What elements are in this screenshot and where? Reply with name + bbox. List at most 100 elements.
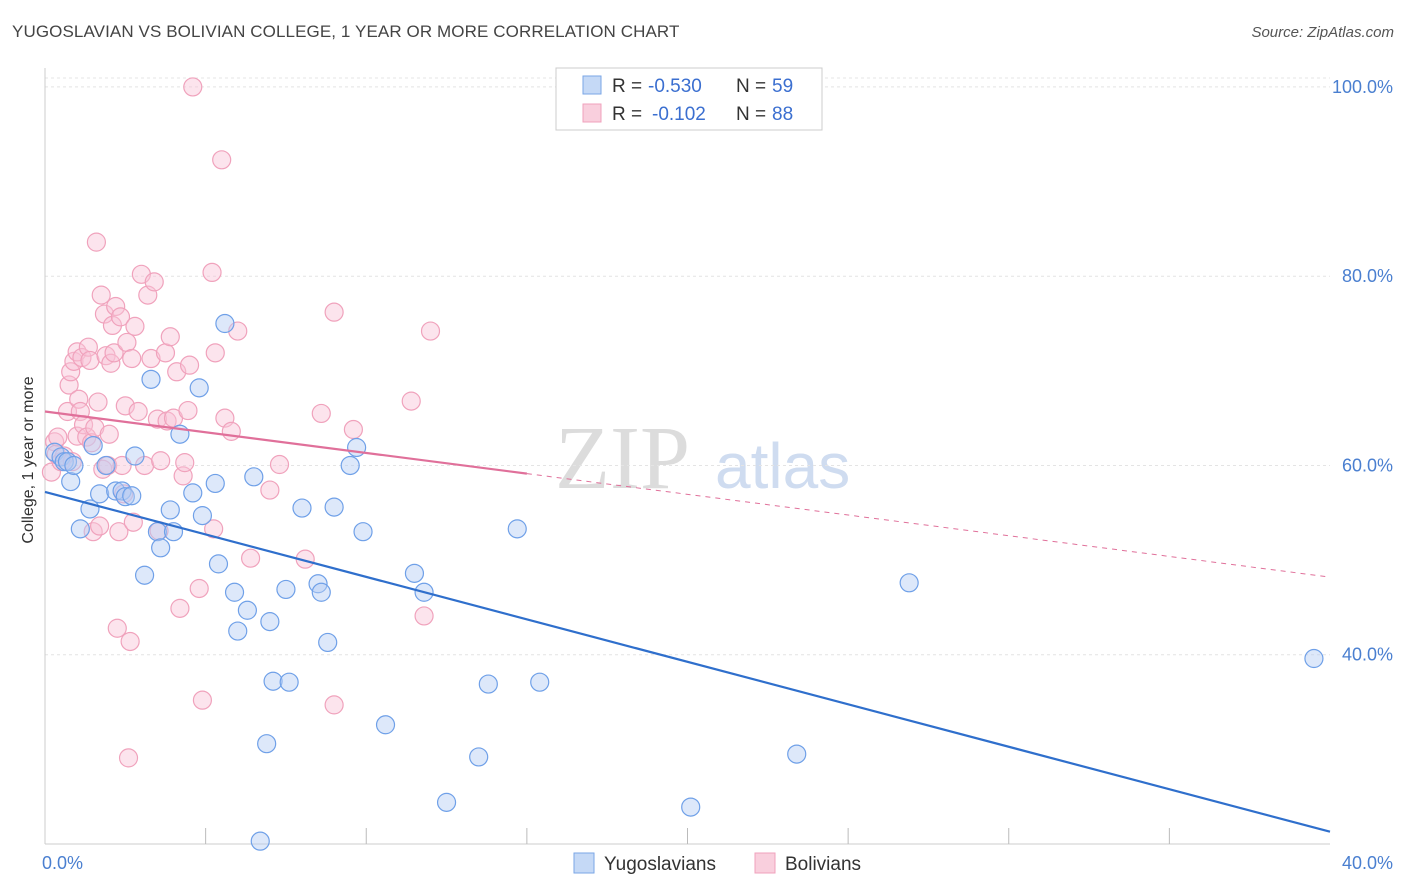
point-yugoslavians-55 <box>681 797 701 817</box>
point-bolivians-37 <box>109 522 129 542</box>
point-bolivians-39 <box>112 455 132 476</box>
point-bolivians-79 <box>269 454 290 475</box>
point-yugoslavians-39 <box>292 498 312 518</box>
point-yugoslavians-58 <box>1304 648 1324 669</box>
point-yugoslavians-15 <box>125 446 145 466</box>
point-bolivians-69 <box>192 690 213 710</box>
point-yugoslavians-54 <box>530 672 550 692</box>
point-bolivians-28 <box>94 304 115 324</box>
point-bolivians-81 <box>311 403 331 424</box>
point-bolivians-31 <box>99 424 119 444</box>
point-yugoslavians-50 <box>436 792 457 812</box>
point-yugoslavians-24 <box>189 378 209 398</box>
source-credit: Source: ZipAtlas.com <box>1251 24 1394 41</box>
stats-legend: R = -0.530 N = 59 R = -0.102 N = 88 <box>555 67 823 131</box>
point-bolivians-62 <box>170 598 190 618</box>
point-yugoslavians-44 <box>340 455 360 476</box>
point-bolivians-13 <box>69 389 89 409</box>
point-yugoslavians-57 <box>899 573 919 593</box>
legend-swatch-yugoslavians <box>582 75 602 95</box>
grid-lines <box>45 77 1330 656</box>
point-bolivians-45 <box>122 348 142 369</box>
point-yugoslavians-8 <box>83 435 103 456</box>
point-yugoslavians-25 <box>192 506 213 526</box>
data-points <box>41 77 1324 851</box>
point-yugoslavians-31 <box>237 600 257 620</box>
point-bolivians-44 <box>120 631 140 652</box>
point-yugoslavians-4 <box>61 471 81 492</box>
y-tick-label-100: 100.0% <box>1332 77 1393 97</box>
watermark-zip: ZIP <box>555 409 690 508</box>
point-bolivians-38 <box>110 307 131 327</box>
point-yugoslavians-16 <box>134 565 155 585</box>
point-yugoslavians-51 <box>469 747 489 767</box>
point-yugoslavians-32 <box>244 467 264 487</box>
legend-r-label-1: R = <box>612 76 642 97</box>
point-yugoslavians-6 <box>70 519 90 539</box>
series-legend-label-bolivians: Bolivians <box>785 854 861 875</box>
point-bolivians-66 <box>179 355 200 375</box>
point-yugoslavians-56 <box>787 744 807 764</box>
point-yugoslavians-46 <box>353 522 373 542</box>
point-yugoslavians-34 <box>257 734 277 754</box>
point-bolivians-34 <box>104 343 124 363</box>
point-bolivians-82 <box>324 302 344 322</box>
x-tick-label-min: 0.0% <box>42 853 83 873</box>
series-legend-swatch-bolivians <box>754 852 776 874</box>
watermark-atlas: atlas <box>715 430 850 502</box>
point-yugoslavians-36 <box>263 671 283 691</box>
point-yugoslavians-38 <box>279 672 299 692</box>
point-bolivians-77 <box>241 548 261 568</box>
legend-n-value-1: 59 <box>772 76 793 97</box>
point-yugoslavians-12 <box>112 481 132 501</box>
point-bolivians-84 <box>343 419 363 440</box>
point-bolivians-68 <box>189 578 209 599</box>
legend-r-value-1: -0.530 <box>648 76 702 97</box>
point-yugoslavians-48 <box>404 563 425 583</box>
point-yugoslavians-14 <box>122 486 142 506</box>
point-yugoslavians-42 <box>318 632 338 653</box>
point-yugoslavians-52 <box>478 674 498 694</box>
point-bolivians-35 <box>106 296 126 317</box>
point-yugoslavians-26 <box>205 473 225 494</box>
trend-line-yugoslavians <box>44 490 1331 833</box>
point-yugoslavians-19 <box>151 538 171 558</box>
y-tick-label-80: 80.0% <box>1342 266 1393 286</box>
point-bolivians-65 <box>178 400 198 421</box>
point-bolivians-3 <box>48 427 68 447</box>
point-yugoslavians-37 <box>276 579 296 600</box>
point-bolivians-56 <box>151 451 171 471</box>
legend-r-label-2: R = <box>612 104 642 125</box>
point-bolivians-36 <box>107 618 127 638</box>
y-tick-label-40: 40.0% <box>1342 645 1393 665</box>
point-yugoslavians-17 <box>141 369 161 389</box>
point-bolivians-32 <box>101 353 121 373</box>
trend-lines <box>44 410 1331 833</box>
y-axis-label: College, 1 year or more <box>20 376 37 543</box>
point-yugoslavians-29 <box>224 582 245 602</box>
point-bolivians-8 <box>61 362 81 382</box>
point-bolivians-86 <box>414 606 434 626</box>
legend-r-value-2: -0.102 <box>652 104 706 125</box>
point-bolivians-59 <box>160 327 180 347</box>
point-yugoslavians-43 <box>324 497 344 517</box>
point-bolivians-24 <box>88 392 108 412</box>
point-bolivians-48 <box>128 401 148 422</box>
point-yugoslavians-10 <box>96 455 116 476</box>
point-yugoslavians-13 <box>115 487 135 507</box>
point-yugoslavians-33 <box>250 831 270 851</box>
chart-title: YUGOSLAVIAN VS BOLIVIAN COLLEGE, 1 YEAR … <box>12 22 680 41</box>
point-bolivians-85 <box>401 391 421 411</box>
point-yugoslavians-45 <box>347 437 367 458</box>
point-bolivians-75 <box>221 421 241 441</box>
point-bolivians-52 <box>141 348 161 369</box>
series-legend: Yugoslavians Bolivians <box>573 852 861 875</box>
x-tick-label-max: 40.0% <box>1342 853 1393 873</box>
point-yugoslavians-47 <box>375 715 396 735</box>
point-bolivians-42 <box>117 332 137 353</box>
point-bolivians-47 <box>125 316 145 336</box>
point-bolivians-67 <box>183 77 203 97</box>
point-bolivians-87 <box>420 321 441 341</box>
point-bolivians-46 <box>123 512 143 532</box>
legend-n-label-1: N = <box>736 76 766 97</box>
